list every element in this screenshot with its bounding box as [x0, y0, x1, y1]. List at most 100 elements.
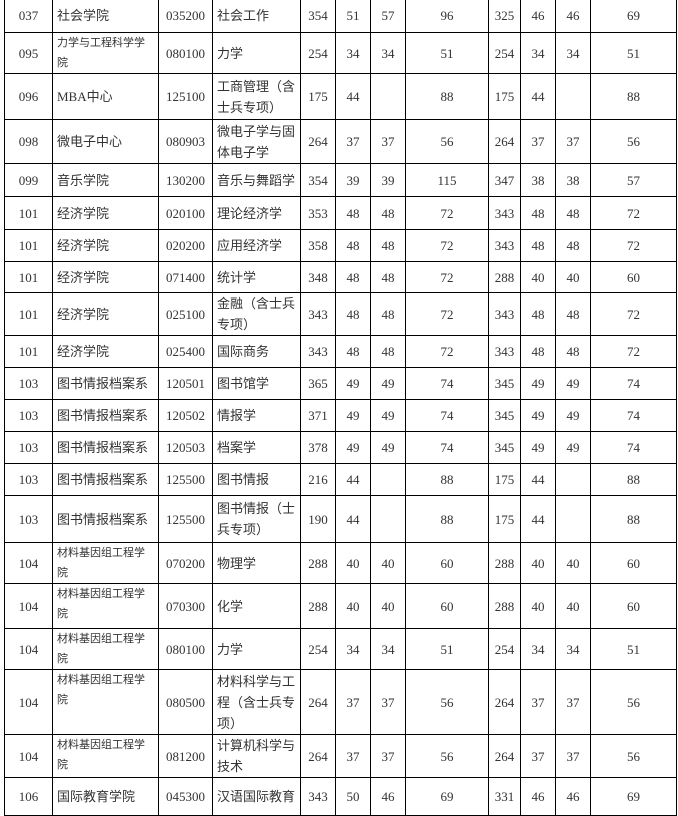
subject-1-score-b-cell: 40: [520, 542, 556, 584]
college-name-cell: 社会学院: [52, 0, 159, 33]
subject-3-score-cell: 60: [405, 583, 489, 629]
total-score-b-cell: 343: [488, 292, 521, 336]
subject-1-score-b-cell: 34: [520, 32, 556, 74]
subject-2-score-cell: 48: [370, 335, 406, 368]
total-score-cell: 378: [300, 431, 336, 464]
major-name-cell: 社会工作: [212, 0, 301, 33]
subject-1-score-cell: 48: [335, 335, 371, 368]
total-score-cell: 354: [300, 163, 336, 197]
college-name-cell: 经济学院: [52, 335, 159, 368]
college-name-cell: 经济学院: [52, 229, 159, 262]
major-name-cell: 统计学: [212, 261, 301, 293]
total-score-b-cell: 175: [488, 495, 521, 543]
major-name-cell: 理论经济学: [212, 196, 301, 230]
subject-1-score-cell: 48: [335, 229, 371, 262]
college-code-cell: 103: [4, 367, 53, 400]
major-name-cell: 情报学: [212, 399, 301, 432]
subject-2-score-cell: 40: [370, 542, 406, 584]
college-name-cell: 材料基因组工程学院: [52, 542, 159, 584]
subject-3-score-cell: 60: [405, 542, 489, 584]
major-code-cell: 020100: [158, 196, 213, 230]
college-code-cell: 037: [4, 0, 53, 33]
college-name-cell: 图书情报档案系: [52, 431, 159, 464]
college-code-cell: 099: [4, 163, 53, 197]
college-name-cell: 图书情报档案系: [52, 399, 159, 432]
major-name-cell: 材料科学与工程（含士兵专项）: [212, 669, 301, 735]
total-score-b-cell: 345: [488, 431, 521, 464]
subject-2-score-cell: 48: [370, 229, 406, 262]
subject-3-score-cell: 56: [405, 119, 489, 164]
subject-1-score-b-cell: 48: [520, 196, 556, 230]
subject-3-score-cell: 96: [405, 0, 489, 33]
major-code-cell: 070300: [158, 583, 213, 629]
subject-2-score-cell: 57: [370, 0, 406, 33]
major-code-cell: 035200: [158, 0, 213, 33]
major-code-cell: 020200: [158, 229, 213, 262]
subject-2-score-cell: 48: [370, 292, 406, 336]
total-score-b-cell: 254: [488, 628, 521, 670]
total-score-b-cell: 343: [488, 229, 521, 262]
subject-1-score-cell: 44: [335, 495, 371, 543]
major-name-cell: 音乐与舞蹈学: [212, 163, 301, 197]
college-code-cell: 095: [4, 32, 53, 74]
total-score-cell: 264: [300, 669, 336, 735]
major-name-cell: 图书馆学: [212, 367, 301, 400]
subject-1-score-cell: 49: [335, 431, 371, 464]
total-score-cell: 190: [300, 495, 336, 543]
major-name-cell: 工商管理（含士兵专项）: [212, 73, 301, 120]
subject-3-score-b-cell: 72: [590, 335, 677, 368]
major-code-cell: 125500: [158, 463, 213, 496]
subject-2-score-cell: 40: [370, 583, 406, 629]
subject-2-score-b-cell: [555, 463, 591, 496]
college-name-cell: 材料基因组工程学院: [52, 669, 159, 735]
subject-2-score-b-cell: 37: [555, 119, 591, 164]
subject-1-score-b-cell: 44: [520, 463, 556, 496]
total-score-cell: 254: [300, 32, 336, 74]
total-score-b-cell: 345: [488, 367, 521, 400]
table-row: 104 材料基因组工程学院 081200 计算机科学与技术 264 37 37 56 264 37…: [4, 734, 677, 778]
subject-1-score-b-cell: 44: [520, 495, 556, 543]
major-name-cell: 应用经济学: [212, 229, 301, 262]
subject-3-score-b-cell: 51: [590, 628, 677, 670]
subject-2-score-b-cell: 46: [555, 777, 591, 816]
subject-2-score-cell: 48: [370, 261, 406, 293]
college-code-cell: 101: [4, 335, 53, 368]
subject-3-score-b-cell: 88: [590, 73, 677, 120]
major-code-cell: 080100: [158, 32, 213, 74]
subject-1-score-cell: 37: [335, 119, 371, 164]
subject-1-score-b-cell: 49: [520, 367, 556, 400]
college-code-cell: 096: [4, 73, 53, 120]
subject-2-score-b-cell: 40: [555, 261, 591, 293]
subject-1-score-cell: 34: [335, 628, 371, 670]
subject-3-score-b-cell: 72: [590, 196, 677, 230]
subject-2-score-b-cell: 38: [555, 163, 591, 197]
subject-1-score-cell: 48: [335, 196, 371, 230]
subject-1-score-cell: 44: [335, 463, 371, 496]
table-row: 104 材料基因组工程学院 080100 力学 254 34 34 51 254 34 34 51: [4, 628, 677, 670]
subject-2-score-cell: 46: [370, 777, 406, 816]
subject-1-score-b-cell: 49: [520, 399, 556, 432]
subject-2-score-cell: 48: [370, 196, 406, 230]
total-score-b-cell: 288: [488, 583, 521, 629]
college-code-cell: 103: [4, 463, 53, 496]
major-name-cell: 微电子学与固体电子学: [212, 119, 301, 164]
subject-1-score-b-cell: 38: [520, 163, 556, 197]
college-name-cell: MBA中心: [52, 73, 159, 120]
table-row: 103 图书情报档案系 120502 情报学 371 49 49 74 345 49 49 74: [4, 399, 677, 432]
total-score-b-cell: 264: [488, 669, 521, 735]
subject-1-score-b-cell: 44: [520, 73, 556, 120]
subject-3-score-b-cell: 60: [590, 261, 677, 293]
subject-3-score-b-cell: 60: [590, 542, 677, 584]
major-name-cell: 档案学: [212, 431, 301, 464]
total-score-cell: 371: [300, 399, 336, 432]
subject-3-score-cell: 74: [405, 399, 489, 432]
college-name-cell: 微电子中心: [52, 119, 159, 164]
subject-3-score-cell: 72: [405, 335, 489, 368]
table-row: 037 社会学院 035200 社会工作 354 51 57 96 325 46 46 69: [4, 0, 677, 33]
subject-2-score-cell: [370, 73, 406, 120]
total-score-b-cell: 288: [488, 261, 521, 293]
subject-3-score-b-cell: 69: [590, 777, 677, 816]
subject-3-score-cell: 56: [405, 734, 489, 778]
major-code-cell: 120502: [158, 399, 213, 432]
total-score-cell: 354: [300, 0, 336, 33]
